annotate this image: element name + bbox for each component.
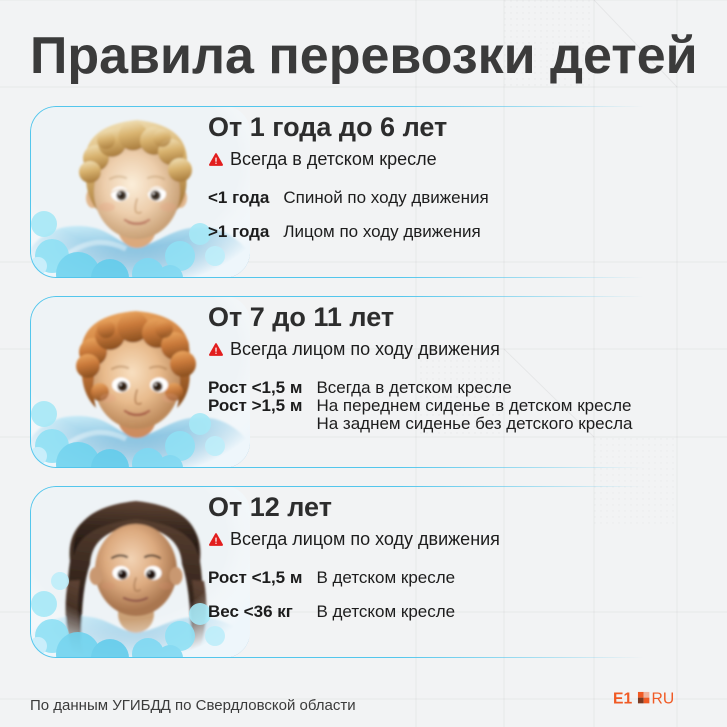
svg-text:RU: RU bbox=[652, 690, 675, 707]
svg-text:E1: E1 bbox=[613, 690, 632, 707]
